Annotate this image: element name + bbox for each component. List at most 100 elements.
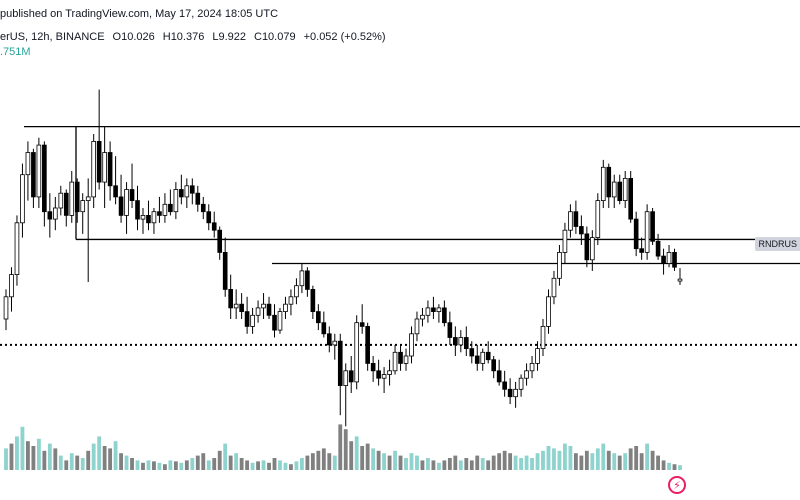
candle-body (233, 303, 239, 309)
candle-body (387, 370, 392, 375)
candle-body (661, 255, 666, 264)
volume-bar (228, 455, 233, 470)
volume-bar (491, 455, 496, 470)
volume-bar (135, 460, 140, 470)
candle-body (206, 211, 212, 224)
candle-body (305, 270, 310, 290)
candle-body (200, 203, 206, 213)
candle-body (655, 240, 661, 257)
candle-body (255, 307, 261, 316)
candle-body (277, 311, 283, 331)
candle-body (551, 277, 557, 298)
volume-bar (278, 460, 282, 470)
volume-bar (623, 453, 628, 470)
high-value: H10.376 (162, 31, 205, 43)
volume-bar (650, 450, 655, 470)
candle-body (365, 325, 370, 364)
volume-bar (387, 455, 392, 470)
volume-value: .751M (0, 46, 31, 58)
candle-body (557, 251, 562, 279)
volume-bar (557, 450, 562, 470)
candle-body (337, 340, 343, 387)
volume-bar (469, 460, 474, 470)
volume-bar (245, 460, 250, 470)
volume-bar (15, 436, 19, 470)
candle-body (628, 177, 634, 220)
volume-bar (272, 458, 277, 470)
candle-body (31, 152, 36, 198)
candle-body (74, 181, 80, 213)
volume-bar (678, 465, 682, 470)
volume-bar (119, 453, 123, 470)
candle-body (63, 192, 69, 216)
volume-bar (595, 448, 600, 470)
candle-body (25, 152, 31, 176)
candle-body (140, 214, 146, 220)
candle-body (485, 351, 491, 361)
volume-bar (365, 443, 370, 470)
volume-bar (321, 448, 326, 470)
candle-body (414, 318, 420, 335)
volume-bar (173, 461, 178, 470)
candle-body (348, 370, 354, 383)
volume-bar (639, 453, 644, 470)
candle-body (151, 211, 157, 224)
volume-bar (552, 448, 556, 470)
volume-bar (113, 441, 118, 470)
volume-bar (431, 460, 436, 470)
candle-body (195, 192, 201, 205)
candle-body (179, 189, 184, 198)
volume-bar (530, 458, 534, 470)
volume-bar (299, 458, 304, 470)
candle-body (36, 144, 42, 198)
volume-bar (327, 453, 332, 470)
candle-body (85, 196, 91, 201)
volume-bar (190, 458, 195, 470)
symbol-label[interactable]: erUS, 12h, BINANCE (0, 31, 105, 43)
candle-body (80, 200, 86, 213)
volume-bar (9, 443, 14, 470)
candle-body (118, 196, 124, 216)
candle-body (436, 307, 442, 312)
candle-body (343, 370, 349, 386)
candle-body (316, 311, 321, 324)
candle-body (211, 222, 217, 231)
candle-body (502, 381, 507, 390)
lightning-icon[interactable]: ⚡ (668, 476, 686, 494)
volume-bar (108, 448, 113, 470)
volume-bar (617, 455, 622, 470)
volume-bar (239, 458, 244, 470)
low-value: L9.922 (212, 31, 246, 43)
candle-body (370, 362, 376, 372)
volume-bar (234, 453, 239, 470)
volume-bar (354, 436, 359, 470)
candle-body (535, 348, 540, 364)
volume-bar (672, 464, 677, 470)
candle-body (453, 337, 458, 346)
volume-bar (86, 450, 91, 470)
volume-bar (376, 450, 381, 470)
candle-body (606, 166, 612, 198)
volume-bar (53, 448, 58, 470)
volume-bar (634, 446, 639, 470)
volume-bar (612, 453, 617, 470)
candle-body (666, 251, 672, 264)
candle-body (217, 229, 223, 253)
candle-body (288, 296, 294, 305)
ohlc-legend: erUS, 12h, BINANCE O10.026 H10.376 L9.922 C1… (0, 31, 386, 43)
volume-bar (584, 450, 589, 470)
candle-body (518, 377, 524, 390)
volume-bar (645, 443, 650, 470)
candle-body (463, 337, 469, 350)
volume-bar (206, 460, 211, 470)
volume-bar (146, 460, 151, 470)
open-value: O10.026 (112, 31, 155, 43)
candle-body (250, 314, 255, 327)
volume-bar (371, 448, 376, 470)
candle-body (431, 307, 436, 312)
volume-bar (256, 461, 260, 470)
volume-bar (464, 458, 469, 470)
candle-body (20, 174, 25, 224)
volume-bar (475, 455, 480, 470)
